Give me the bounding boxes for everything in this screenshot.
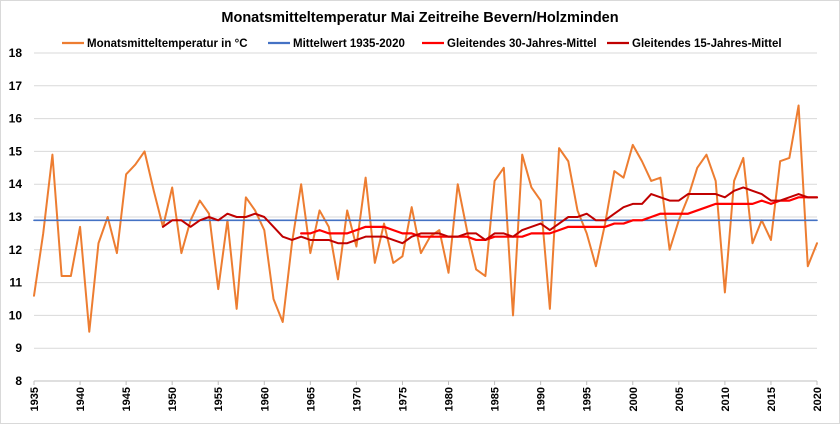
x-axis-ticks: 1935 1940 1945 1950 1955 1960 1965 1970 1975 1980… (29, 381, 824, 411)
series-line-gleitendes-15-jahres-mittel (161, 186, 818, 245)
legend-label-monatsmitteltemperatur-in-c: Monatsmitteltemperatur in °C (87, 38, 248, 50)
series-line-gleitendes-30-jahres-mittel (300, 196, 819, 242)
chart-legend: Monatsmitteltemperatur in °C Mittelwert 1… (62, 38, 782, 50)
x-tick-label: 1960 (259, 387, 271, 411)
x-tick-label: 2005 (674, 387, 686, 411)
x-tick-label: 2010 (720, 387, 732, 411)
x-tick-label: 1980 (444, 387, 456, 411)
x-tick-label: 2020 (812, 387, 824, 411)
x-tick-label: 1990 (536, 387, 548, 411)
y-tick-label: 8 (15, 374, 22, 388)
x-tick-label: 2000 (628, 387, 640, 411)
y-tick-label: 12 (9, 243, 23, 257)
y-tick-label: 18 (9, 46, 23, 60)
y-tick-label: 16 (9, 112, 23, 126)
y-tick-label: 13 (9, 210, 23, 224)
y-tick-label: 9 (15, 341, 22, 355)
legend-label-gleitendes-15-jahres-mittel: Gleitendes 15-Jahres-Mittel (632, 38, 782, 50)
x-tick-label: 1975 (397, 387, 409, 411)
legend-label-mittelwert-1935-2020: Mittelwert 1935-2020 (293, 38, 405, 50)
chart-series (33, 104, 819, 333)
y-tick-label: 10 (9, 308, 23, 322)
y-tick-label: 14 (9, 177, 23, 191)
y-tick-label: 17 (9, 79, 23, 93)
x-tick-label: 1995 (582, 387, 594, 411)
y-tick-label: 15 (9, 144, 23, 158)
x-tick-label: 1945 (121, 387, 133, 411)
x-tick-label: 1935 (29, 387, 41, 411)
y-axis-ticks: 8 9 10 11 12 13 14 15 16 17 18 (9, 46, 23, 388)
chart-gridlines (34, 52, 817, 382)
x-tick-label: 2015 (766, 387, 778, 411)
x-tick-label: 1950 (167, 387, 179, 411)
x-tick-label: 1970 (351, 387, 363, 411)
y-tick-label: 11 (9, 276, 22, 290)
x-tick-label: 1965 (305, 387, 317, 411)
x-tick-label: 1955 (213, 387, 225, 411)
x-tick-label: 1940 (75, 387, 87, 411)
legend-label-gleitendes-30-jahres-mittel: Gleitendes 30-Jahres-Mittel (447, 38, 597, 50)
x-tick-label: 1985 (490, 387, 502, 411)
chart-title: Monatsmitteltemperatur Mai Zeitreihe Bev… (221, 10, 618, 26)
